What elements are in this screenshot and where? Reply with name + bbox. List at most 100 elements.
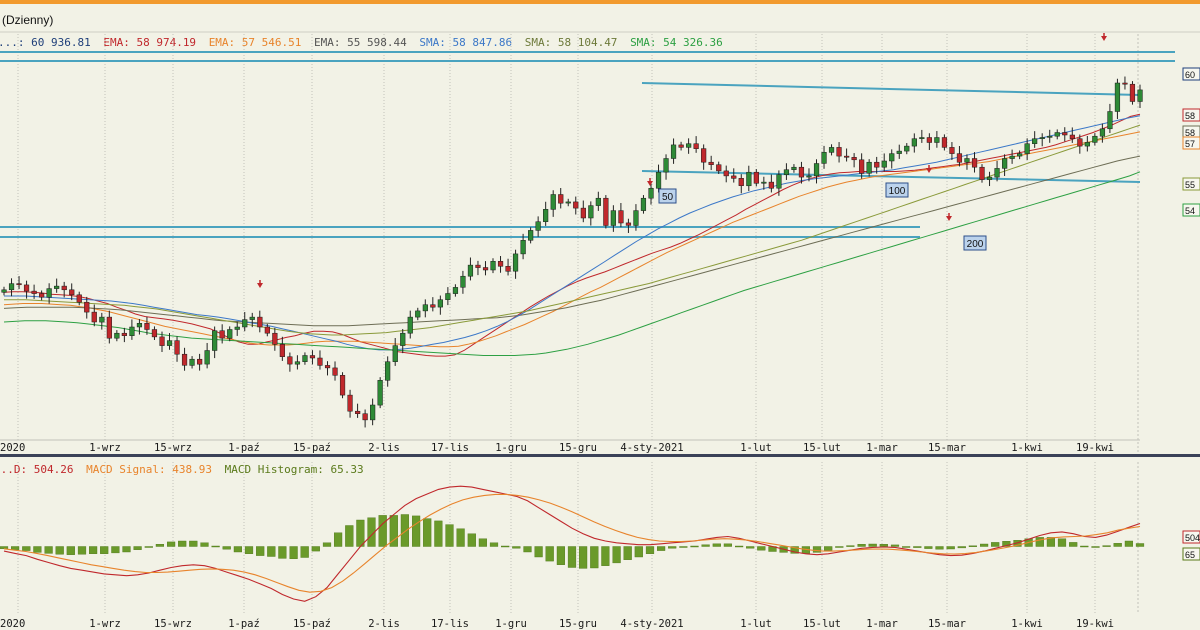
macd-histogram-bar [1091,546,1100,548]
candle-up [821,152,827,164]
candle-up [1092,135,1098,143]
macd-histogram-bar [991,542,1000,547]
candle-down [708,161,714,165]
macd-histogram-bar [645,546,655,555]
legend-item-sma-2: SMA: 58 104.47 [525,36,618,49]
candle-down [91,311,97,323]
candle-up [791,166,797,170]
macd-x-tick-label: 15-gru [559,618,597,630]
candle-up [986,176,993,180]
candle-down [716,164,722,172]
legend-item-sma-3: SMA: 54 326.36 [630,36,723,49]
macd-histogram-bar [378,515,387,547]
macd-histogram-bar [1046,537,1056,547]
candle-up [595,197,601,206]
macd-histogram-bar [178,540,187,547]
macd-x-tick-label: 1-kwi [1011,618,1043,630]
candle-up [249,316,255,320]
trendline [641,82,1141,96]
legend-item-ema-1: EMA: 58 974.19 [103,36,196,49]
candle-down [798,166,805,178]
ma-line-ema [3,113,1141,357]
macd-histogram-bar [100,546,109,555]
macd-histogram-bar [690,545,699,548]
macd-lines [3,485,1141,602]
candle-up [535,221,541,231]
price-x-tick-label: 1-mar [866,442,898,454]
legend-item-macd-histogram: MACD Histogram: 65.33 [225,463,364,476]
candle-up [1024,143,1030,154]
macd-histogram-bar [278,546,287,559]
legend-item-ema-2: EMA: 57 546.51 [209,36,302,49]
macd-histogram-bar [835,546,844,548]
candle-up [467,264,474,277]
candle-down [738,178,744,186]
price-x-tick-label: 4-sty-2021 [620,442,683,454]
macd-histogram-bar [1102,545,1111,547]
candle-down [219,330,225,339]
macd-histogram-bar [846,545,855,547]
candle-up [896,150,902,154]
candle-up [919,137,925,139]
macd-histogram-bar [1069,542,1078,547]
candle-down [31,290,37,294]
price-x-tick-label: 15-lut [803,442,841,454]
candle-down [121,332,127,336]
macd-histogram-bar [33,546,42,553]
candle-down [678,144,684,148]
candle-down [753,171,759,184]
candle-down [23,284,30,292]
candle-down [84,301,90,313]
macd-histogram-bar [946,546,955,550]
ma-line-sma [4,124,1141,336]
candle-up [648,188,654,199]
candle-up [761,181,767,184]
macd-histogram-bar [311,546,320,552]
candle-up [422,304,428,312]
pane-separator [0,454,1200,457]
sell-arrow-icon [926,168,932,173]
candle-up [911,138,917,147]
candle-down [603,197,609,226]
macd-grid [17,462,1139,614]
macd-histogram-bar [601,546,610,566]
macd-histogram-bar [590,546,599,569]
moving-average-lines [3,113,1141,357]
price-x-tick-label: 2020 [0,442,25,454]
sell-arrow-icon [1101,36,1107,41]
macd-histogram-bar [623,546,632,560]
candle-down [1062,132,1068,136]
sell-arrow-icon [257,283,263,288]
macd-histogram-bar [189,540,198,547]
candle-down [362,413,368,421]
candle-down [332,367,338,376]
macd-histogram-bar [545,546,554,562]
macd-histogram-bar [1080,545,1089,548]
candle-up [1107,111,1113,130]
macd-histogram-bar [746,546,755,549]
macd-histogram-bar [556,546,566,565]
macd-histogram-bar [445,524,454,547]
macd-histogram-bar [1124,540,1134,547]
candle-down [844,155,850,158]
candle-down [69,289,75,296]
candle-down [272,332,278,345]
candle-up [866,161,872,174]
candle-down [181,353,188,366]
ma-line-sma [3,171,1141,356]
right-edge-value: 55 [1185,180,1195,190]
macd-histogram-bar [1057,538,1067,547]
candle-down [1122,82,1128,85]
right-edge-badge [1182,67,1200,81]
macd-histogram-bar [857,544,866,547]
macd-histogram-bar [66,546,75,555]
candle-up [189,358,195,366]
candle-down [309,355,316,359]
macd-signal-line [3,493,1141,593]
macd-histogram-bar [634,546,643,558]
candle-down [558,194,564,204]
candle-up [204,350,210,365]
macd-histogram-bar [267,546,276,557]
ma-box-200 [963,235,987,251]
